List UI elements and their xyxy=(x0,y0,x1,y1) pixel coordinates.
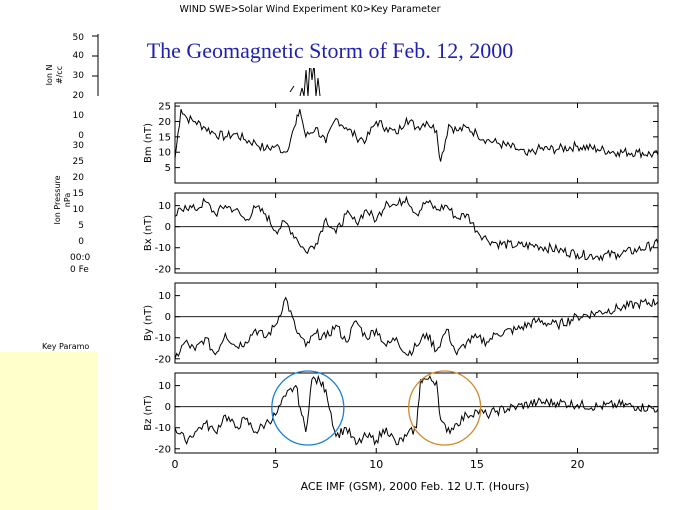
bg-ylabel-ion-n: Ion N#/cc xyxy=(45,65,64,86)
series-line-by xyxy=(174,296,659,359)
bg-tick: 30 xyxy=(73,71,85,81)
y-axis-label: By (nT) xyxy=(143,305,154,341)
y-tick-label: -20 xyxy=(155,264,171,275)
y-axis-label: Bx (nT) xyxy=(143,215,154,251)
y-tick-label: 10 xyxy=(158,148,171,159)
panel-bm: 5 10 15 20 25 Bm (nT) xyxy=(143,102,659,184)
x-tick-label: 5 xyxy=(272,458,279,471)
y-tick-label: 0 xyxy=(165,402,171,413)
title-backing xyxy=(107,34,552,68)
bg-tick: 10 xyxy=(73,205,85,215)
bg-tick: 30 xyxy=(73,141,85,151)
ace-imf-plot: 5 10 15 20 25 Bm (nT) -20 -10 0 10 Bx (nT) -20 -10 0 1… xyxy=(143,102,659,471)
bg-tick: 5 xyxy=(78,221,84,231)
y-tick-label: -10 xyxy=(155,333,171,344)
y-tick-label: 15 xyxy=(158,132,171,143)
bg-ylabel-ion-pressure: Ion PressurenPa xyxy=(53,175,72,224)
panel-frame xyxy=(174,282,659,364)
y-tick-label: 5 xyxy=(165,163,171,174)
bg-footer-fragment: Key Paramo xyxy=(42,342,89,351)
bg-tick: 40 xyxy=(73,51,85,61)
y-tick-label: 10 xyxy=(158,381,171,392)
background-ion-pressure-panel: 30 25 20 15 10 5 0 Ion PressurenPa 00:0 … xyxy=(42,141,90,351)
highlight-circle xyxy=(271,370,345,446)
y-tick-label: 10 xyxy=(158,201,171,212)
ace-plot-backing xyxy=(112,96,668,504)
series-line-bz xyxy=(174,374,659,446)
bg-mark xyxy=(289,85,295,93)
y-tick-label: 25 xyxy=(158,102,171,113)
panel-frame xyxy=(174,192,659,274)
panel-frame xyxy=(174,372,659,454)
x-tick-label: 0 xyxy=(172,458,179,471)
series-line-bm xyxy=(174,109,659,162)
y-tick-label: 20 xyxy=(158,117,171,128)
bg-tick: 10 xyxy=(73,111,85,121)
y-axis-label: Bm (nT) xyxy=(143,123,154,163)
y-tick-label: -20 xyxy=(155,354,171,365)
instrument-header: WIND SWE>Solar Wind Experiment K0>Key Pa… xyxy=(180,4,441,15)
x-tick-label: 10 xyxy=(369,458,383,471)
y-tick-label: 10 xyxy=(158,291,171,302)
bg-tick: 50 xyxy=(73,33,85,43)
bg-tick: 20 xyxy=(73,173,85,183)
highlight-circle xyxy=(408,370,482,446)
bg-tick: 25 xyxy=(73,157,84,167)
bg-tick: 15 xyxy=(73,189,84,199)
slide-title: The Geomagnetic Storm of Feb. 12, 2000 xyxy=(147,38,514,63)
bg-tick: 0 xyxy=(78,131,84,141)
bg-time-fragment: 00:0 xyxy=(70,253,90,263)
panel-bz: -20 -10 0 10 Bz (nT) xyxy=(143,372,659,455)
panel-bx: -20 -10 0 10 Bx (nT) xyxy=(143,192,659,275)
y-axis-label: Bz (nT) xyxy=(143,395,154,431)
y-tick-label: -10 xyxy=(155,423,171,434)
background-ion-density-panel: 50 40 30 20 10 0 Ion N#/cc xyxy=(45,33,321,141)
bg-axis-fragment: 0 Fe xyxy=(70,265,89,275)
y-tick-label: 0 xyxy=(165,222,171,233)
bg-tick: 20 xyxy=(73,91,85,101)
panel-frame xyxy=(174,102,659,184)
note-panel xyxy=(0,352,98,510)
x-tick-label: 15 xyxy=(470,458,484,471)
y-tick-label: -10 xyxy=(155,243,171,254)
panel-by: -20 -10 0 10 By (nT) xyxy=(143,282,659,365)
x-axis-label: ACE IMF (GSM), 2000 Feb. 12 U.T. (Hours) xyxy=(301,480,530,493)
y-tick-label: -20 xyxy=(155,444,171,455)
series-line-bx xyxy=(174,195,659,262)
x-tick-label: 20 xyxy=(571,458,585,471)
y-tick-label: 0 xyxy=(165,312,171,323)
bg-tick: 0 xyxy=(78,237,84,247)
